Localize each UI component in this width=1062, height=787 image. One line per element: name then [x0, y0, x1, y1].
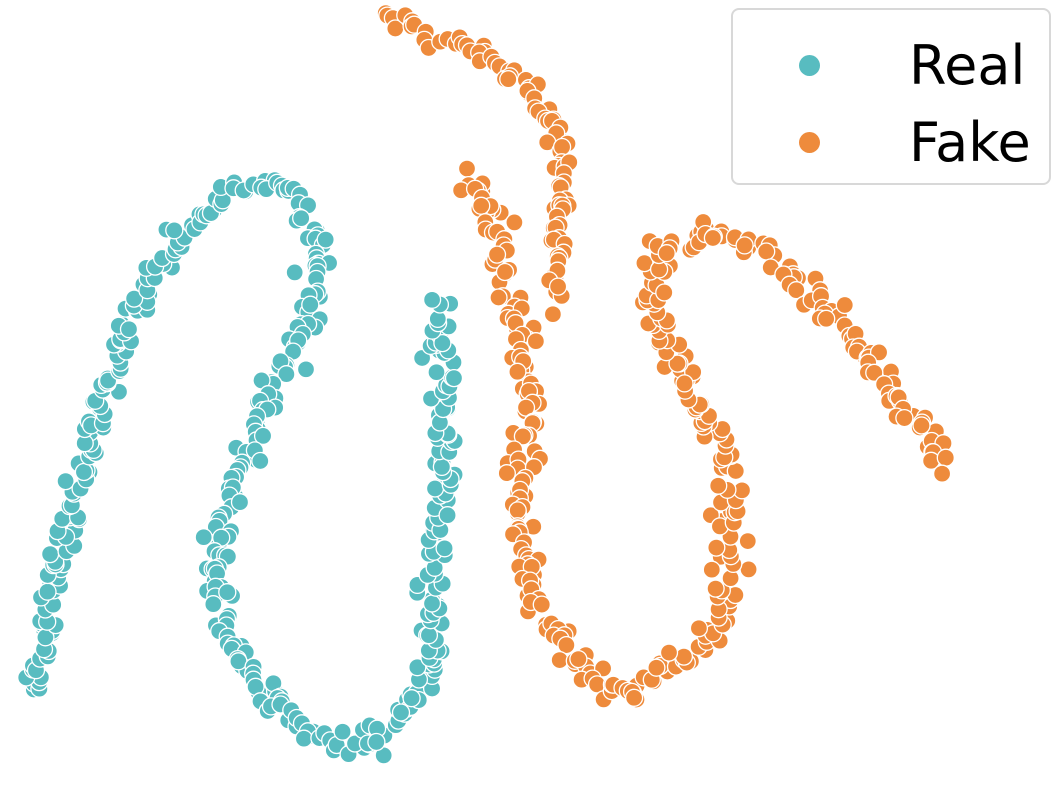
- fake-point-107: [505, 213, 524, 232]
- fake-point-410: [817, 309, 836, 328]
- fake-point-364: [657, 244, 676, 263]
- fake-point-281: [738, 531, 757, 551]
- fake-point-251: [674, 647, 694, 666]
- real-point-201: [277, 365, 296, 384]
- fake-point-216: [557, 635, 576, 655]
- fake-point-206: [532, 595, 551, 614]
- fake-point-283: [707, 538, 726, 557]
- fake-point-261: [689, 619, 709, 638]
- fake-point-222: [569, 649, 588, 669]
- real-point-59: [74, 462, 94, 482]
- fake-point-444: [912, 416, 931, 435]
- fake-point-333: [668, 354, 687, 373]
- real-point-218: [253, 426, 273, 446]
- real-point-223: [251, 451, 270, 471]
- points-layer: [17, 3, 955, 765]
- real-point-106: [124, 289, 144, 308]
- fake-point-273: [706, 579, 725, 598]
- real-point-379: [438, 506, 457, 525]
- fake-point-453: [932, 464, 952, 483]
- real-point-423: [433, 333, 452, 353]
- real-point-430: [422, 290, 442, 309]
- real-point-183: [301, 295, 320, 314]
- real-point-160: [292, 209, 311, 228]
- fake-point-353: [655, 283, 674, 302]
- fake-point-146: [508, 362, 527, 381]
- real-point-36: [40, 544, 60, 564]
- real-point-329: [391, 703, 411, 722]
- real-point-167: [316, 230, 335, 249]
- real-point-261: [218, 583, 237, 602]
- fake-point-128: [489, 288, 508, 307]
- real-point-28: [38, 582, 57, 601]
- real-point-53: [56, 471, 75, 491]
- real-point-319: [367, 732, 386, 752]
- real-point-97: [119, 320, 139, 339]
- legend-marker-fake: [799, 132, 820, 153]
- fake-point-181: [508, 501, 527, 520]
- fake-point-163: [513, 427, 533, 446]
- fake-point-54: [552, 137, 572, 157]
- real-point-196: [296, 360, 316, 379]
- real-point-308: [333, 722, 352, 741]
- fake-point-217: [550, 650, 569, 670]
- fake-point-91: [543, 305, 563, 324]
- legend-label-fake: Fake: [909, 111, 1031, 174]
- real-point-383: [425, 479, 445, 498]
- real-point-302: [294, 729, 314, 748]
- legend-marker-real: [799, 55, 820, 76]
- real-point-412: [427, 363, 446, 382]
- fake-point-34: [499, 70, 518, 89]
- legend-entry-real: Real: [733, 28, 1049, 104]
- real-point-175: [285, 263, 304, 282]
- real-point-356: [422, 594, 442, 613]
- fake-point-122: [495, 262, 515, 282]
- fake-point-396: [787, 281, 806, 300]
- fake-point-117: [487, 245, 507, 264]
- real-point-279: [229, 652, 248, 671]
- fake-point-301: [726, 461, 745, 481]
- fake-point-246: [647, 658, 666, 677]
- fake-point-376: [703, 228, 723, 248]
- fake-point-387: [757, 242, 776, 261]
- fake-point-275: [739, 560, 758, 579]
- fake-point-238: [624, 688, 644, 707]
- fake-point-407: [835, 295, 854, 315]
- real-point-123: [165, 221, 184, 240]
- fake-point-140: [526, 332, 546, 351]
- fake-point-452: [936, 448, 955, 467]
- fake-point-252: [659, 643, 679, 662]
- real-point-414: [444, 368, 464, 388]
- real-point-244: [194, 528, 213, 547]
- real-point-263: [204, 595, 223, 614]
- legend-entry-fake: Fake: [733, 105, 1049, 181]
- fake-point-90: [548, 277, 568, 296]
- real-point-332: [402, 689, 421, 708]
- fake-point-105: [472, 196, 491, 215]
- fake-point-383: [735, 236, 754, 255]
- real-point-339: [408, 658, 427, 677]
- fake-point-441: [895, 408, 914, 428]
- fake-point-92: [457, 159, 477, 178]
- legend-label-real: Real: [909, 34, 1026, 97]
- fake-point-298: [709, 476, 728, 495]
- fake-point-172: [497, 464, 516, 483]
- fake-point-277: [702, 560, 721, 579]
- fake-point-329: [675, 374, 694, 393]
- real-point-369: [435, 539, 454, 558]
- real-point-237: [230, 493, 250, 512]
- legend: Real Fake: [731, 8, 1051, 185]
